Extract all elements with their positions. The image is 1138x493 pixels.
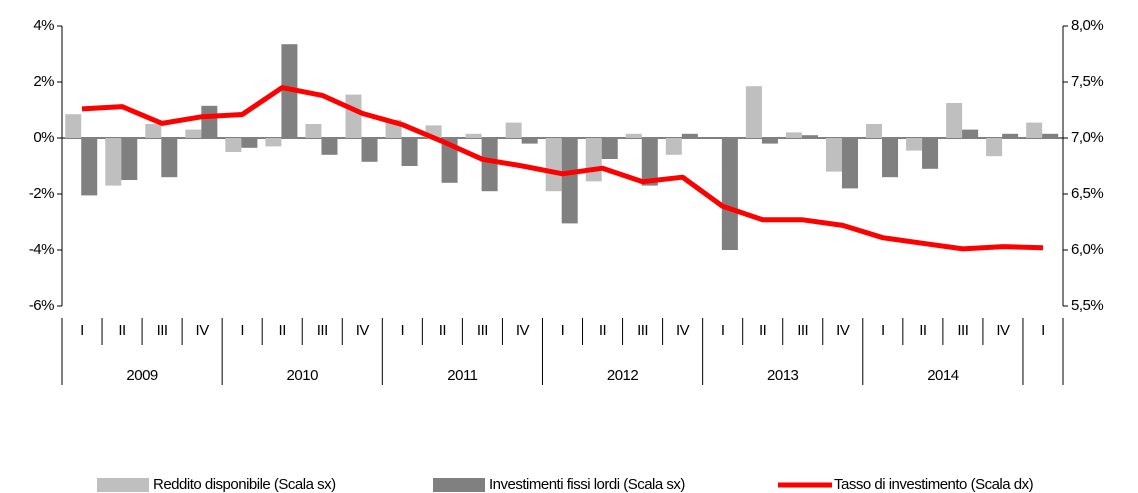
x-tick-label: II bbox=[439, 322, 446, 339]
bar bbox=[745, 86, 762, 138]
bar bbox=[481, 138, 498, 192]
y2-tick-label: 5,5% bbox=[1071, 297, 1103, 314]
bar bbox=[201, 105, 218, 138]
bar bbox=[721, 138, 738, 250]
bar bbox=[65, 114, 82, 138]
bar bbox=[946, 103, 963, 138]
bar bbox=[882, 138, 899, 178]
bar bbox=[625, 133, 642, 138]
bar bbox=[521, 138, 538, 144]
y-tick-label: -6% bbox=[29, 297, 54, 314]
y2-tick-label: 7,5% bbox=[1071, 73, 1103, 90]
year-label: 2013 bbox=[767, 367, 799, 384]
bar bbox=[185, 129, 202, 138]
bar bbox=[922, 138, 939, 169]
bar bbox=[321, 138, 338, 155]
y-tick-label: 2% bbox=[33, 73, 54, 90]
year-label: 2009 bbox=[126, 367, 158, 384]
bar bbox=[785, 132, 802, 138]
x-tick-label: II bbox=[919, 322, 926, 339]
y-tick-label: -4% bbox=[29, 241, 54, 258]
bar bbox=[1042, 133, 1059, 138]
bar bbox=[986, 138, 1003, 157]
x-tick-label: II bbox=[759, 322, 766, 339]
x-tick-label: III bbox=[477, 322, 488, 339]
x-tick-label: I bbox=[881, 322, 885, 339]
x-tick-label: IV bbox=[836, 322, 850, 339]
bar bbox=[105, 138, 122, 186]
x-tick-label: III bbox=[317, 322, 328, 339]
y2-tick-label: 7,0% bbox=[1071, 129, 1103, 146]
legend-label: Tasso di investimento (Scala dx) bbox=[834, 476, 1034, 493]
x-tick-label: IV bbox=[196, 322, 210, 339]
x-tick-label: IV bbox=[676, 322, 690, 339]
line bbox=[81, 85, 1044, 252]
bar bbox=[121, 138, 138, 180]
x-tick-label: III bbox=[957, 322, 968, 339]
year-label: 2014 bbox=[927, 367, 959, 384]
bar bbox=[441, 138, 458, 183]
bar bbox=[761, 138, 778, 144]
bar bbox=[81, 138, 98, 196]
y2-tick-label: 8,0% bbox=[1071, 17, 1103, 34]
legend-label: Reddito disponibile (Scala sx) bbox=[153, 476, 336, 493]
x-tick-label: III bbox=[637, 322, 648, 339]
x-tick-label: II bbox=[118, 322, 125, 339]
x-tick-label: I bbox=[1041, 322, 1045, 339]
y-tick-label: -2% bbox=[29, 185, 54, 202]
bar bbox=[305, 124, 322, 138]
y2-tick-label: 6,0% bbox=[1071, 241, 1103, 258]
x-tick-label: I bbox=[240, 322, 244, 339]
x-tick-label: I bbox=[80, 322, 84, 339]
x-tick-label: III bbox=[797, 322, 808, 339]
bar bbox=[345, 94, 362, 138]
bar bbox=[906, 138, 923, 151]
bar bbox=[601, 138, 618, 159]
legend-swatch bbox=[433, 478, 485, 492]
x-tick-label: II bbox=[599, 322, 606, 339]
x-tick-label: I bbox=[721, 322, 725, 339]
year-label: 2011 bbox=[447, 367, 477, 384]
y2-tick-label: 6,5% bbox=[1071, 185, 1103, 202]
bar bbox=[801, 135, 818, 138]
bar bbox=[681, 133, 698, 138]
x-tick-label: II bbox=[279, 322, 286, 339]
legend-label: Investimenti fissi lordi (Scala sx) bbox=[489, 476, 685, 493]
bar bbox=[962, 129, 979, 138]
x-tick-label: IV bbox=[516, 322, 530, 339]
legend-swatch bbox=[97, 478, 149, 492]
bar bbox=[401, 138, 418, 166]
bar bbox=[665, 138, 682, 155]
x-tick-label: IV bbox=[356, 322, 370, 339]
bar bbox=[561, 138, 578, 224]
bar bbox=[241, 138, 258, 148]
bar bbox=[825, 138, 842, 172]
x-tick-label: I bbox=[401, 322, 405, 339]
bar bbox=[585, 138, 602, 182]
bar bbox=[225, 138, 242, 152]
bar bbox=[545, 138, 562, 192]
x-tick-label: III bbox=[157, 322, 168, 339]
bar bbox=[505, 122, 522, 138]
bar bbox=[1002, 133, 1019, 138]
y-tick-label: 0% bbox=[33, 129, 54, 146]
y-tick-label: 4% bbox=[33, 17, 54, 34]
x-tick-label: I bbox=[561, 322, 565, 339]
bar bbox=[465, 133, 482, 138]
bar bbox=[641, 138, 658, 186]
bar bbox=[841, 138, 858, 189]
bar bbox=[265, 138, 282, 147]
bar bbox=[866, 124, 883, 138]
x-tick-label: IV bbox=[996, 322, 1010, 339]
year-label: 2012 bbox=[607, 367, 639, 384]
bar bbox=[361, 138, 378, 162]
bar bbox=[145, 124, 162, 138]
year-label: 2010 bbox=[287, 367, 319, 384]
bar bbox=[161, 138, 178, 178]
bar bbox=[1026, 122, 1043, 138]
